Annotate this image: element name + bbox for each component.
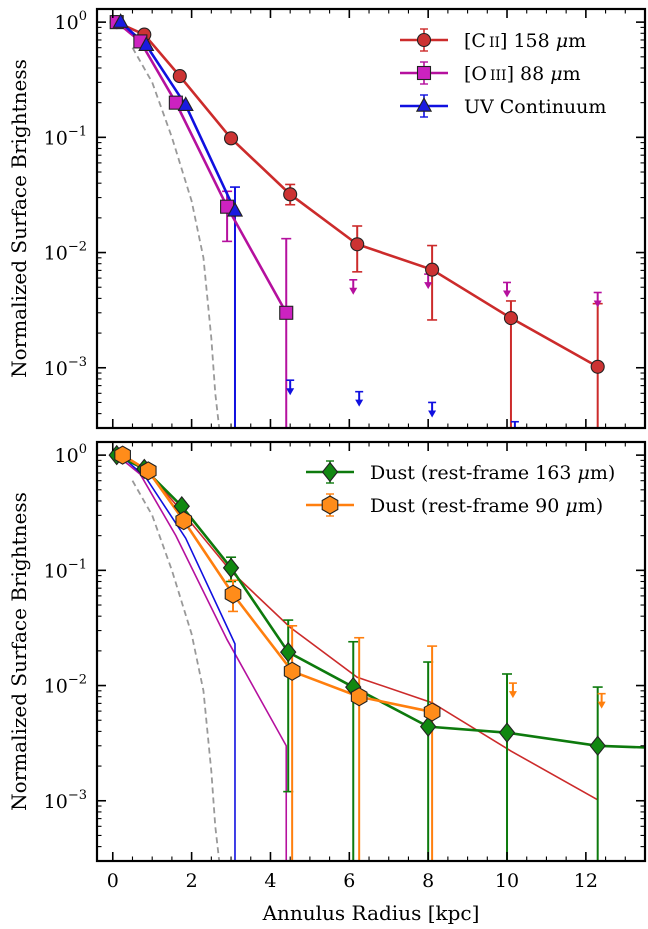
legend-item: Dust (rest-frame 163 μm)	[306, 460, 615, 484]
data-point	[423, 702, 441, 722]
error-bar	[502, 673, 513, 861]
y-axis-label: Normalized Surface Brightness	[7, 59, 31, 378]
data-point	[177, 96, 194, 111]
data-point	[114, 445, 131, 465]
upper-limit-arrow	[428, 401, 437, 418]
data-point	[279, 305, 294, 320]
data-point	[590, 359, 605, 374]
error-bar	[354, 636, 365, 861]
data-point	[283, 187, 298, 202]
data-point	[283, 661, 301, 681]
legend-item: [C II] 158 μm	[400, 28, 586, 52]
data-point	[589, 735, 606, 757]
error-bar	[427, 645, 438, 861]
upper-limit-arrow	[286, 379, 295, 396]
data-point	[425, 262, 440, 277]
legend-marker	[415, 97, 433, 112]
y-tick-label: 10−2	[44, 240, 87, 265]
legend: Dust (rest-frame 163 μm) Dust (rest-frame…	[306, 460, 615, 517]
plot-area	[109, 13, 605, 428]
upper-limit-arrow	[593, 291, 602, 308]
legend-label: Dust (rest-frame 90 μm)	[370, 495, 603, 517]
y-axis-label: Normalized Surface Brightness	[7, 492, 31, 811]
legend-marker	[321, 495, 339, 515]
data-point	[419, 716, 437, 737]
legend: [C II] 158 μm [O III] 88 μm UV Continuum	[400, 28, 606, 118]
upper-limit-arrow	[503, 281, 512, 298]
x-tick-label: 10	[495, 870, 519, 892]
y-tick-label: 10−2	[44, 673, 87, 698]
series-line-0	[116, 453, 645, 749]
legend-item: Dust (rest-frame 90 μm)	[306, 493, 603, 517]
data-point	[503, 311, 519, 326]
x-tick-label: 4	[264, 870, 276, 892]
upper-limit-arrow	[349, 279, 358, 295]
ticks	[97, 9, 645, 429]
panel-top: 100 10−1 10−2 10−3 Normalized Surface Bright…	[7, 7, 647, 430]
error-bar	[348, 640, 359, 861]
psf-curve	[131, 47, 221, 428]
data-point	[224, 584, 242, 604]
y-tick-label: 10−3	[44, 788, 87, 813]
upper-limit-arrow	[508, 682, 517, 699]
series-line-2	[119, 21, 237, 212]
y-tick-label: 10−1	[44, 124, 87, 149]
x-tick-label: 6	[343, 870, 355, 892]
x-tick-label: 8	[422, 870, 434, 892]
legend-marker	[416, 32, 432, 48]
legend-marker	[321, 461, 339, 483]
psf-curve	[131, 480, 221, 861]
panel-bottom: 100 10−1 10−2 10−3 0 2 4 6 8 10 12 Normalized Surfa…	[7, 440, 647, 892]
y-tick-label: 100	[55, 9, 87, 34]
legend-label: Dust (rest-frame 163 μm)	[370, 462, 615, 484]
y-tick-label: 100	[55, 442, 87, 467]
legend-label: [O III] 88 μm	[464, 63, 581, 85]
data-point	[350, 687, 368, 707]
error-bar	[592, 686, 603, 861]
upper-limit-arrow	[597, 692, 606, 709]
legend-marker	[416, 65, 432, 81]
data-point	[139, 461, 157, 481]
error-bar	[229, 186, 240, 428]
x-tick-label: 2	[186, 870, 198, 892]
error-bar	[427, 244, 438, 321]
y-tick-label: 10−1	[44, 557, 87, 582]
upper-limit-arrow	[355, 390, 364, 407]
reference-line-1	[116, 454, 288, 861]
data-point	[498, 722, 516, 743]
data-point	[112, 13, 129, 28]
data-point	[175, 511, 193, 531]
error-bar	[281, 237, 292, 428]
x-tick-label: 12	[574, 870, 598, 892]
legend-label: UV Continuum	[464, 96, 606, 118]
plot-frame	[95, 440, 647, 863]
x-axis-label: Annulus Radius [kpc]	[262, 901, 480, 925]
x-tick-label: 0	[107, 870, 119, 892]
legend-item: UV Continuum	[400, 94, 606, 118]
data-point	[280, 641, 297, 663]
upper-limit-arrow	[510, 420, 519, 428]
legend-item: [O III] 88 μm	[400, 61, 581, 85]
data-point	[138, 36, 155, 51]
data-point	[223, 131, 239, 146]
plot-area	[108, 444, 645, 861]
data-point	[222, 557, 240, 579]
plot-frame	[95, 7, 647, 430]
ticks	[97, 442, 645, 862]
data-point	[172, 69, 187, 84]
legend-label: [C II] 158 μm	[464, 30, 586, 52]
y-tick-label: 10−3	[44, 355, 87, 380]
data-point	[226, 201, 244, 217]
data-point	[350, 237, 365, 252]
